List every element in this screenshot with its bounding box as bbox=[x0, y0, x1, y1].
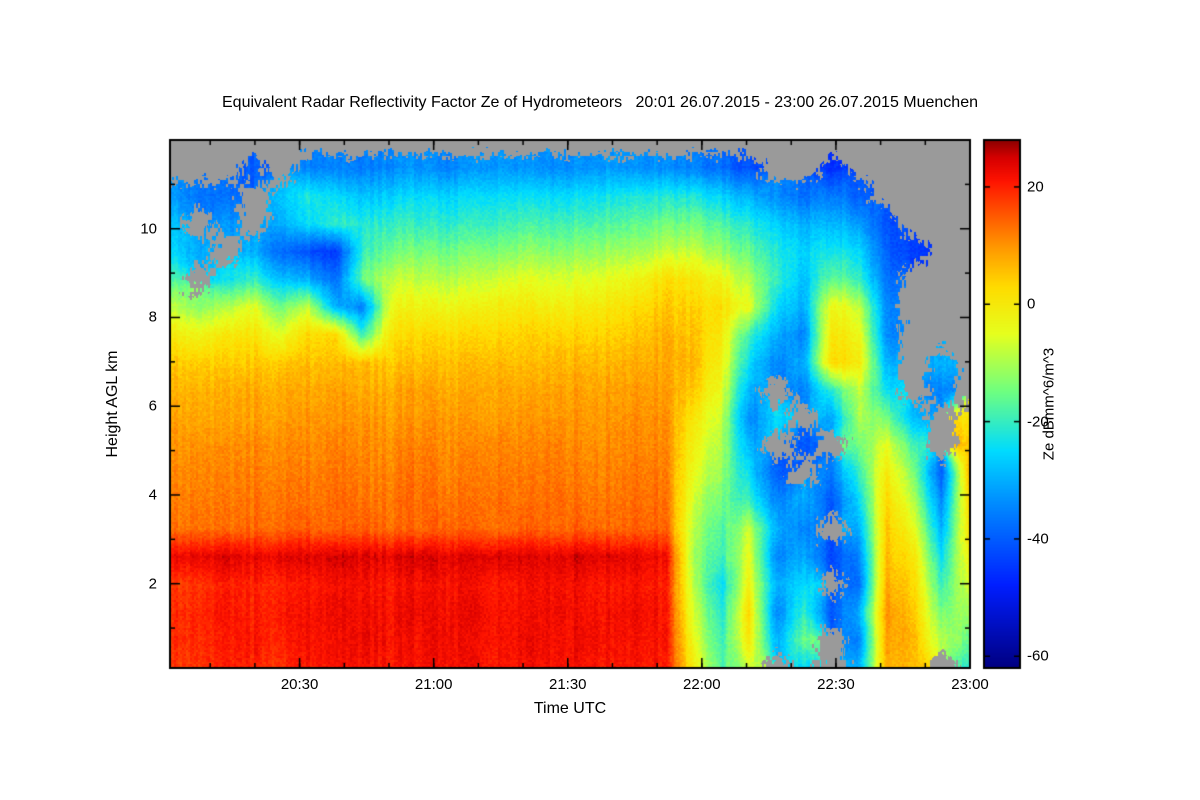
x-tick-label: 21:30 bbox=[548, 676, 587, 693]
colorbar-tick-label: 0 bbox=[1027, 295, 1036, 313]
colorbar-tick-label: -20 bbox=[1027, 413, 1049, 431]
chart-title: Equivalent Radar Reflectivity Factor Ze … bbox=[222, 94, 978, 111]
y-tick-label: 8 bbox=[148, 308, 157, 326]
y-tick-label: 6 bbox=[148, 397, 157, 415]
colorbar-tick-label: -60 bbox=[1027, 647, 1049, 665]
x-axis-label: Time UTC bbox=[533, 700, 607, 717]
x-tick-label: 20:30 bbox=[280, 676, 319, 693]
colorbar-label: Ze dBmm^6/m^3 bbox=[1040, 347, 1058, 461]
y-tick-label: 10 bbox=[140, 220, 157, 238]
y-tick-label: 4 bbox=[148, 486, 157, 504]
x-tick-label: 22:00 bbox=[683, 676, 721, 693]
y-tick-label: 2 bbox=[148, 575, 157, 593]
x-tick-label: 23:00 bbox=[951, 676, 989, 693]
colorbar-tick-label: -40 bbox=[1027, 530, 1049, 548]
colorbar-tick-label: 20 bbox=[1027, 178, 1044, 196]
x-tick-label: 21:00 bbox=[414, 676, 453, 693]
x-tick-label: 22:30 bbox=[817, 676, 855, 693]
y-axis-label: Height AGL km bbox=[104, 350, 121, 458]
